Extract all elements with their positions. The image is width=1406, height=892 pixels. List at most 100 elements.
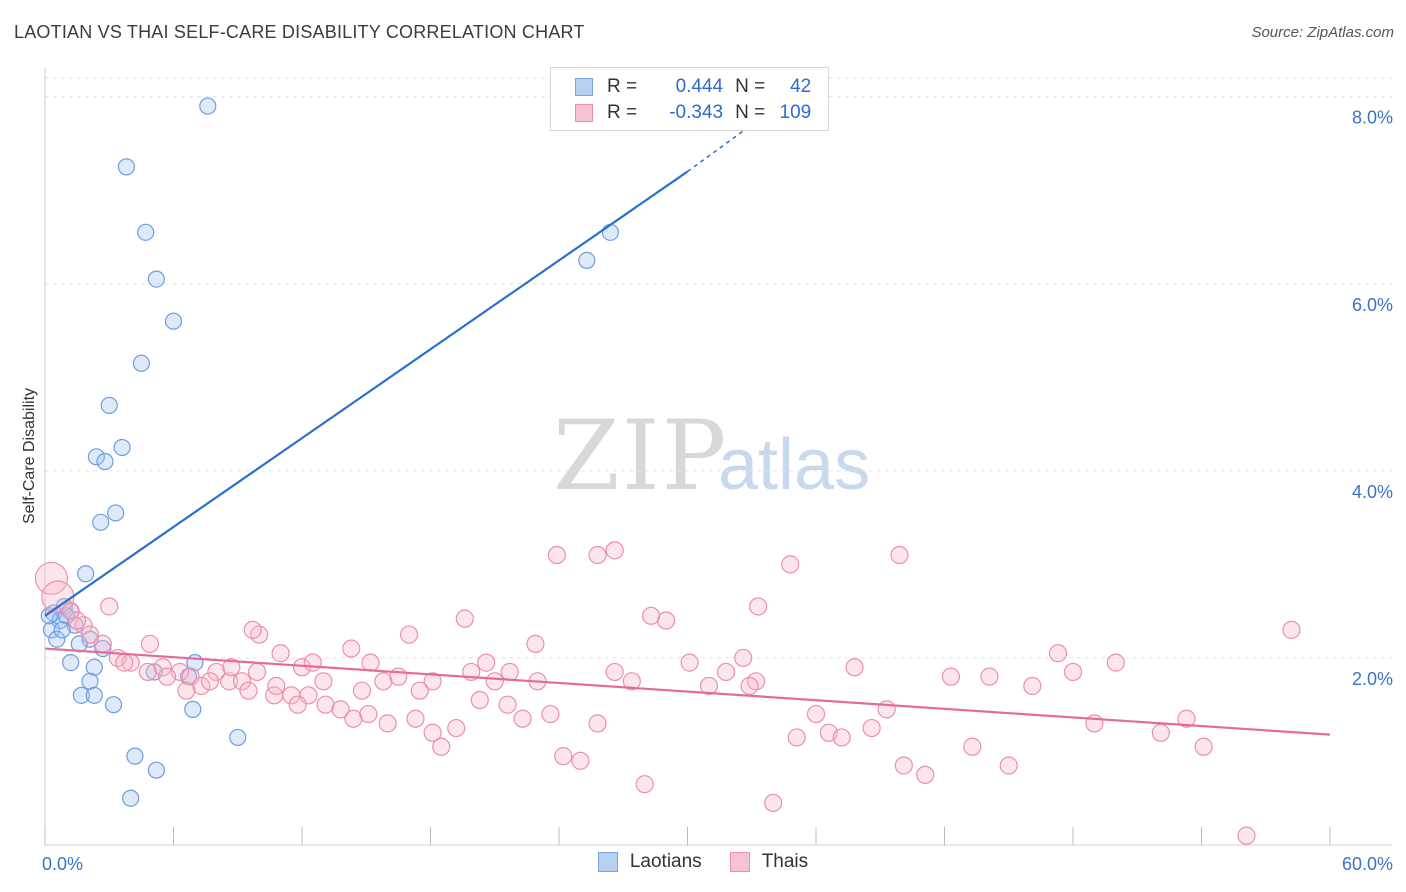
- legend-n-label: N =: [735, 102, 766, 123]
- legend-row-laotians: R = 0.444 N = 42: [575, 75, 811, 99]
- thai-point: [588, 714, 607, 733]
- thai-point: [100, 597, 119, 616]
- thai-point: [980, 667, 999, 686]
- laotian-point: [48, 630, 66, 648]
- thai-point: [500, 662, 519, 682]
- thai-point: [963, 737, 982, 756]
- thai-point: [410, 681, 429, 700]
- laotian-point: [85, 658, 103, 676]
- thai-point: [787, 728, 806, 747]
- watermark-atlas: atlas: [718, 425, 871, 505]
- thai-legend-swatch: [729, 852, 750, 872]
- laotian-point: [62, 654, 80, 672]
- watermark-zip: ZIP: [553, 400, 729, 512]
- thai-point: [526, 634, 545, 653]
- thai-point: [1151, 723, 1170, 742]
- thai-point: [588, 545, 607, 565]
- thai-point: [749, 597, 768, 616]
- thai-point: [303, 653, 322, 672]
- legend-item-thais[interactable]: Thais: [729, 851, 809, 873]
- thai-point: [115, 653, 134, 672]
- laotian-point: [147, 270, 165, 288]
- thai-point: [455, 609, 474, 628]
- laotian-point: [164, 312, 183, 330]
- thai-point: [541, 704, 560, 724]
- laotian-point: [100, 396, 118, 414]
- legend-label-laotians: Laotians: [629, 851, 702, 872]
- laotian-trend-line: [44, 170, 689, 617]
- thai-point: [138, 662, 157, 682]
- thai-point: [247, 662, 267, 682]
- thai-point: [399, 625, 419, 644]
- laotian-point: [184, 700, 202, 718]
- thai-point: [740, 676, 759, 696]
- laotian-point: [107, 504, 125, 522]
- laotian-point: [229, 728, 247, 747]
- thai-point: [61, 602, 80, 621]
- thai-point: [877, 700, 896, 719]
- y-tick-label: 6.0%: [1352, 295, 1393, 315]
- thai-point: [314, 672, 333, 691]
- thai-point: [288, 695, 307, 714]
- thai-point: [806, 704, 826, 724]
- thai-point: [832, 728, 851, 747]
- thai-point: [423, 723, 442, 742]
- legend-r-value: 0.444: [675, 76, 724, 97]
- laotian-point: [578, 251, 596, 269]
- thai-point: [342, 639, 361, 658]
- thai-point: [331, 700, 350, 719]
- thai-point: [68, 611, 87, 630]
- tick-labels: 2.0% 4.0% 6.0% 8.0% 0.0% 60.0%: [42, 108, 1393, 874]
- laotian-point: [87, 448, 106, 466]
- thai-point: [916, 765, 935, 784]
- thai-points: [34, 541, 1301, 845]
- thai-point: [941, 667, 961, 686]
- laotian-point: [122, 789, 140, 807]
- thai-point: [477, 653, 496, 672]
- thai-point: [200, 672, 220, 691]
- laotian-point: [199, 97, 217, 115]
- thai-point: [271, 644, 290, 663]
- thai-point: [656, 611, 676, 630]
- thai-point: [890, 545, 909, 565]
- thai-point: [153, 658, 172, 677]
- thai-point: [239, 681, 258, 700]
- thai-point: [406, 709, 425, 728]
- thai-point: [513, 709, 532, 728]
- legend-n-value: 109: [779, 102, 812, 123]
- legend-r-value: -0.343: [669, 102, 724, 123]
- laotian-point: [113, 438, 131, 457]
- thai-point: [222, 658, 241, 677]
- laotian-point: [601, 223, 620, 241]
- series-legend: Laotians Thais: [0, 851, 1406, 873]
- thai-point: [1048, 644, 1068, 663]
- thai-point: [359, 704, 378, 724]
- laotian-point: [132, 354, 150, 372]
- legend-label-thais: Thais: [761, 851, 809, 872]
- laotian-point: [147, 761, 165, 779]
- laotian-point: [126, 747, 144, 765]
- legend-row-thais: R = -0.343 N = 109: [575, 101, 811, 125]
- thai-point: [157, 667, 177, 686]
- legend-item-laotians[interactable]: Laotians: [597, 851, 702, 873]
- thai-point: [316, 695, 335, 714]
- thai-trend-line: [44, 647, 1331, 736]
- thai-point: [1023, 676, 1042, 696]
- thai-point: [734, 648, 753, 668]
- laotian-point: [117, 158, 135, 176]
- thai-point: [1063, 662, 1083, 682]
- laotian-point: [40, 607, 58, 625]
- thai-point: [845, 658, 864, 677]
- grid-lines: [45, 77, 1392, 659]
- trend-lines: [44, 124, 1331, 736]
- thai-point: [374, 672, 393, 691]
- laotian-swatch: [575, 78, 593, 96]
- laotian-point: [77, 565, 95, 583]
- thai-point: [571, 751, 590, 770]
- thai-point: [267, 676, 286, 696]
- source-credit: Source: ZipAtlas.com: [1251, 24, 1394, 41]
- axes: [44, 68, 1392, 846]
- thai-point: [635, 775, 654, 794]
- correlation-legend: R = 0.444 N = 42 R = -0.343 N = 109: [550, 67, 829, 131]
